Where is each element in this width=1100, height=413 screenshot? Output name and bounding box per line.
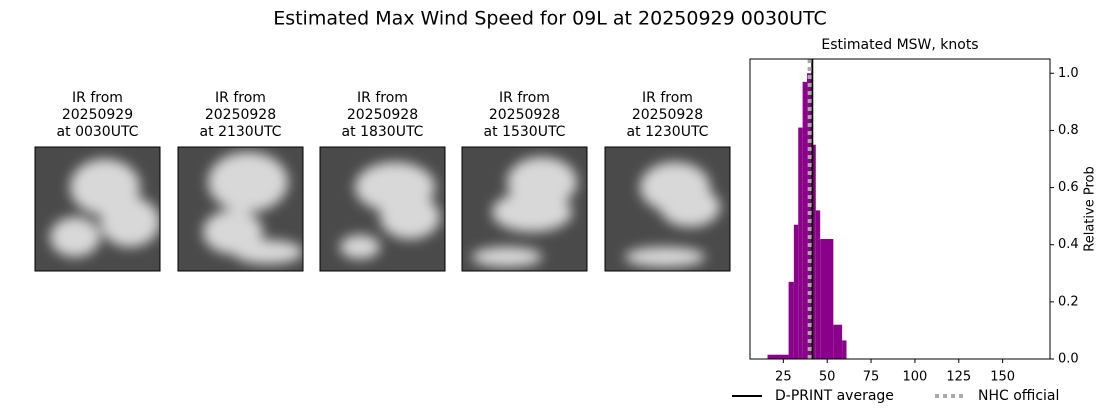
image-frame [319,146,446,272]
panel-title: 20250928 [632,107,703,123]
panel-title: at 2130UTC [200,124,282,140]
clouds [472,157,577,267]
cloud [492,192,572,232]
panel-title: 20250928 [347,107,418,123]
cloud [100,197,160,247]
y-tick-label: 1.0 [1058,66,1079,81]
cloud [472,247,542,267]
clouds [203,152,303,264]
bar [842,340,847,359]
ir-image [461,146,588,272]
x-tick-label: 75 [863,370,880,385]
cloud [208,152,288,212]
bar [807,73,812,360]
bar [833,324,843,359]
panel-title: IR from [215,90,266,106]
panel-title: 20250929 [62,107,133,123]
bar [811,144,816,359]
panel-title: at 1830UTC [342,124,424,140]
legend-label: NHC official [978,388,1059,404]
axes-frame [749,58,1051,360]
image-frame [461,146,588,272]
panel-title: 20250928 [489,107,560,123]
panel-title: 20250928 [205,107,276,123]
bar [793,224,799,359]
ir-image [319,146,446,272]
bar [802,81,808,359]
bar [788,281,794,359]
image-frame [604,146,731,272]
cloud [50,217,100,257]
cloud [233,240,303,264]
cloud [340,235,380,259]
ir-image [177,146,304,272]
bar [820,239,834,359]
y-tick-label: 0.2 [1058,294,1079,309]
cloud [625,247,705,267]
y-tick-label: 0.6 [1058,180,1079,195]
figure-title: Estimated Max Wind Speed for 09L at 2025… [273,8,827,30]
panel-title: IR from [499,90,550,106]
panel-title: IR from [357,90,408,106]
y-tick-label: 0.8 [1058,123,1079,138]
panel-title: at 1530UTC [484,124,566,140]
cloud [660,187,720,227]
image-frame [177,146,304,272]
x-tick-label: 50 [819,370,836,385]
image-frame [34,146,161,272]
bar [798,127,803,359]
y-tick-label: 0.4 [1058,237,1079,252]
x-tick-label: 150 [990,370,1015,385]
ir-image [34,146,161,272]
panel-title: IR from [642,90,693,106]
y-axis-label: Relative Prob [1083,166,1098,251]
panel-title: at 0030UTC [57,124,139,140]
clouds [340,162,440,259]
panel-title: IR from [72,90,123,106]
x-tick-label: 100 [902,370,927,385]
panel-title: at 1230UTC [627,124,709,140]
x-tick-label: 125 [946,370,971,385]
x-tick-label: 25 [775,370,792,385]
ir-image [604,146,731,272]
legend-label: D-PRINT average [775,388,894,404]
bar [767,354,789,359]
bar [815,210,821,359]
chart-title: Estimated MSW, knots [821,37,978,53]
clouds [50,159,160,257]
clouds [625,162,720,267]
cloud [380,195,440,239]
y-tick-label: 0.0 [1058,352,1079,367]
